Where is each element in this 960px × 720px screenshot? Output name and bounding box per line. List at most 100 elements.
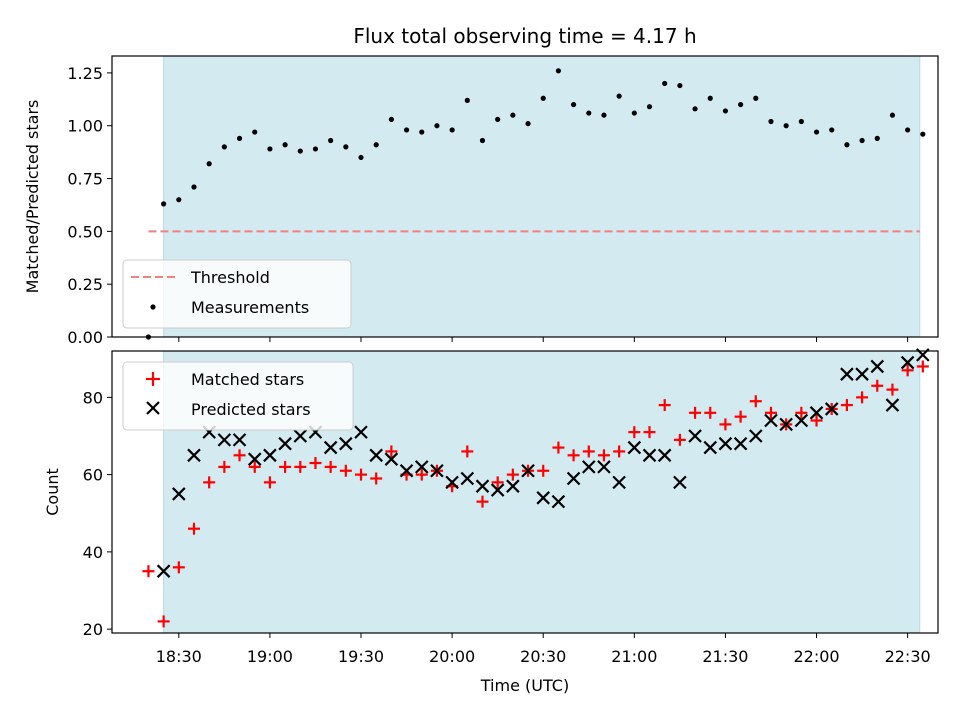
predicted-star-point <box>247 452 262 466</box>
bottom-axes-frame <box>111 350 939 634</box>
predicted-star-point <box>354 425 368 439</box>
predicted-star-point <box>840 367 854 381</box>
measurement-point <box>798 118 804 125</box>
legend-matched-swatch <box>146 372 160 386</box>
matched-star-point <box>764 406 777 419</box>
matched-star-point <box>294 460 307 473</box>
predicted-star-point <box>779 417 793 432</box>
measurement-point <box>738 101 744 108</box>
y-tick-label: 0.25 <box>67 275 103 294</box>
matched-star-point <box>597 449 610 462</box>
measurement-point <box>692 106 698 112</box>
predicted-star-point <box>430 463 444 478</box>
matched-star-point <box>355 468 368 481</box>
measurement-point <box>221 144 227 150</box>
measurement-point <box>586 110 592 116</box>
measurement-point <box>176 197 182 203</box>
predicted-star-point <box>445 475 459 490</box>
matched-star-point <box>142 565 155 578</box>
predicted-star-point <box>657 448 672 463</box>
measurement-point <box>206 161 212 167</box>
matched-star-point <box>309 457 322 470</box>
matched-star-point <box>689 406 702 419</box>
matched-star-point <box>324 460 337 473</box>
predicted-star-point <box>566 471 581 486</box>
predicted-star-point <box>749 429 763 443</box>
measurement-point <box>419 129 425 135</box>
top-y-ticks: 0.00 0.25 0.50 0.75 1.00 1.25 <box>67 64 112 347</box>
predicted-star-point <box>217 433 232 447</box>
predicted-star-point <box>414 460 429 474</box>
predicted-star-point <box>855 367 869 381</box>
top-legend: Threshold Measurements <box>122 259 352 329</box>
matched-star-point <box>886 383 899 396</box>
measurement-point <box>555 68 562 74</box>
predicted-star-point <box>278 436 292 451</box>
measurement-point <box>161 201 167 207</box>
measurement-point <box>358 154 364 161</box>
top-y-axis-label: Matched/Predicted stars <box>23 100 42 294</box>
top-x-ticks <box>178 337 909 342</box>
matched-star-point <box>385 445 398 458</box>
legend-measurements-label: Measurements <box>191 298 309 317</box>
measurement-point <box>677 82 683 89</box>
measurement-point <box>464 97 470 103</box>
measurement-point <box>601 112 607 118</box>
matched-star-point <box>506 468 519 481</box>
matched-star-point <box>461 445 474 458</box>
predicted-star-point <box>900 355 915 370</box>
measurement-point <box>403 127 410 133</box>
predicted-star-point <box>536 491 550 505</box>
measurement-point <box>783 123 789 129</box>
matched-star-point <box>370 472 383 485</box>
predicted-star-point <box>369 448 383 463</box>
predicted-star-point <box>460 471 475 486</box>
measurement-point <box>434 123 440 129</box>
predicted-star-points <box>156 348 930 578</box>
measurement-point <box>388 116 394 122</box>
matched-star-point <box>567 449 580 462</box>
matched-star-point <box>187 522 200 535</box>
matched-star-point <box>871 379 884 392</box>
predicted-star-point <box>232 433 247 447</box>
y-tick-label: 1.25 <box>67 64 103 83</box>
matched-star-point <box>552 441 565 454</box>
x-tick-label: 20:30 <box>520 647 566 666</box>
predicted-star-point <box>688 429 702 443</box>
y-tick-label: 0.75 <box>67 170 103 189</box>
legend-measurements-swatch <box>150 304 156 310</box>
predicted-star-point <box>597 460 611 474</box>
measurement-point <box>191 184 197 190</box>
y-tick-label: 20 <box>83 620 103 639</box>
measurement-point <box>297 148 303 154</box>
measurement-point <box>267 146 273 152</box>
measurement-point <box>479 137 486 144</box>
predicted-star-point <box>399 463 414 478</box>
matched-star-point <box>537 464 550 477</box>
measurement-point <box>889 112 896 118</box>
predicted-star-point <box>172 487 186 501</box>
matched-star-point <box>916 360 929 373</box>
y-tick-label: 60 <box>83 466 103 485</box>
measurement-point <box>282 142 288 148</box>
bottom-y-axis-label: Count <box>43 468 62 516</box>
x-tick-label: 18:30 <box>156 647 202 666</box>
predicted-star-point <box>764 413 778 428</box>
matched-star-point <box>856 391 869 404</box>
predicted-star-point <box>187 448 201 463</box>
matched-star-point <box>810 414 823 427</box>
measurement-point <box>510 112 516 118</box>
predicted-star-point <box>339 436 353 451</box>
measurement-point <box>570 101 577 108</box>
matched-star-point <box>795 406 808 419</box>
predicted-star-point <box>581 460 596 474</box>
bottom-y-ticks: 20 40 60 80 <box>83 388 112 639</box>
x-tick-label: 21:30 <box>702 647 748 666</box>
y-tick-label: 0.00 <box>67 328 103 347</box>
measurement-point <box>707 95 713 101</box>
predicted-star-point <box>323 440 338 455</box>
measurement-point <box>631 110 637 116</box>
measurement-point <box>874 135 880 141</box>
matched-star-point <box>704 406 717 419</box>
